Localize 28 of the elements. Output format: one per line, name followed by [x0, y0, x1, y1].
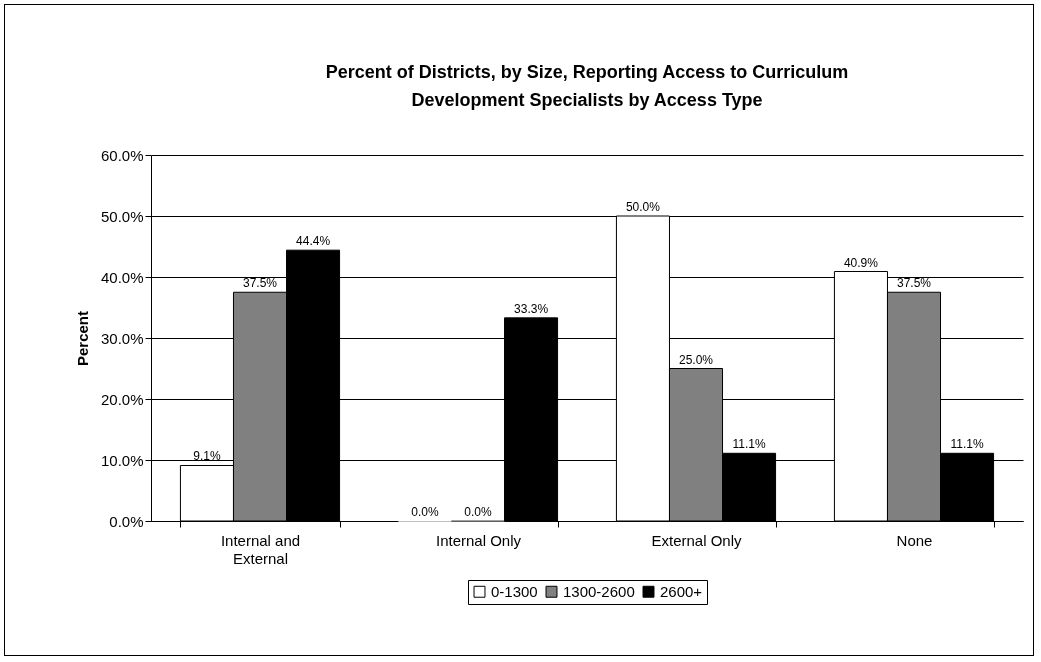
y-tick-label: 0.0%	[109, 512, 144, 530]
y-tick-label: 50.0%	[100, 207, 144, 225]
legend-label: 0-1300	[491, 582, 538, 600]
legend-label: 2600+	[660, 582, 703, 600]
legend-label: 1300-2600	[563, 582, 635, 600]
data-label: 11.1%	[950, 437, 984, 452]
x-tick-label: Internal Only	[435, 531, 522, 549]
data-label: 25.0%	[678, 352, 714, 367]
x-tick-label: None	[896, 531, 933, 549]
data-label: 50.0%	[625, 200, 661, 214]
x-tick-label: External Only	[651, 531, 743, 549]
data-label: 44.4%	[296, 234, 331, 249]
data-label: 11.1%	[732, 437, 766, 452]
y-tick-label: 30.0%	[100, 329, 144, 347]
x-tick-label: Internal and External	[220, 531, 301, 567]
y-tick-label: 40.0%	[100, 268, 144, 286]
y-tick-label: 60.0%	[100, 146, 144, 164]
data-label: 40.9%	[843, 255, 879, 270]
data-label: 0.0%	[411, 505, 439, 519]
y-tick-label: 10.0%	[100, 451, 144, 469]
data-label: 0.0%	[464, 505, 492, 519]
y-tick-label: 20.0%	[100, 390, 144, 408]
data-label: 37.5%	[896, 276, 932, 291]
data-label: 37.5%	[242, 276, 278, 291]
y-axis-title: Percent	[73, 310, 91, 367]
chart-title: Percent of Districts, by Size, Reporting Access to Curriculum Development Specialists by Access Type	[325, 62, 849, 110]
data-label: 9.1%	[193, 449, 221, 464]
data-label: 33.3%	[514, 301, 549, 316]
